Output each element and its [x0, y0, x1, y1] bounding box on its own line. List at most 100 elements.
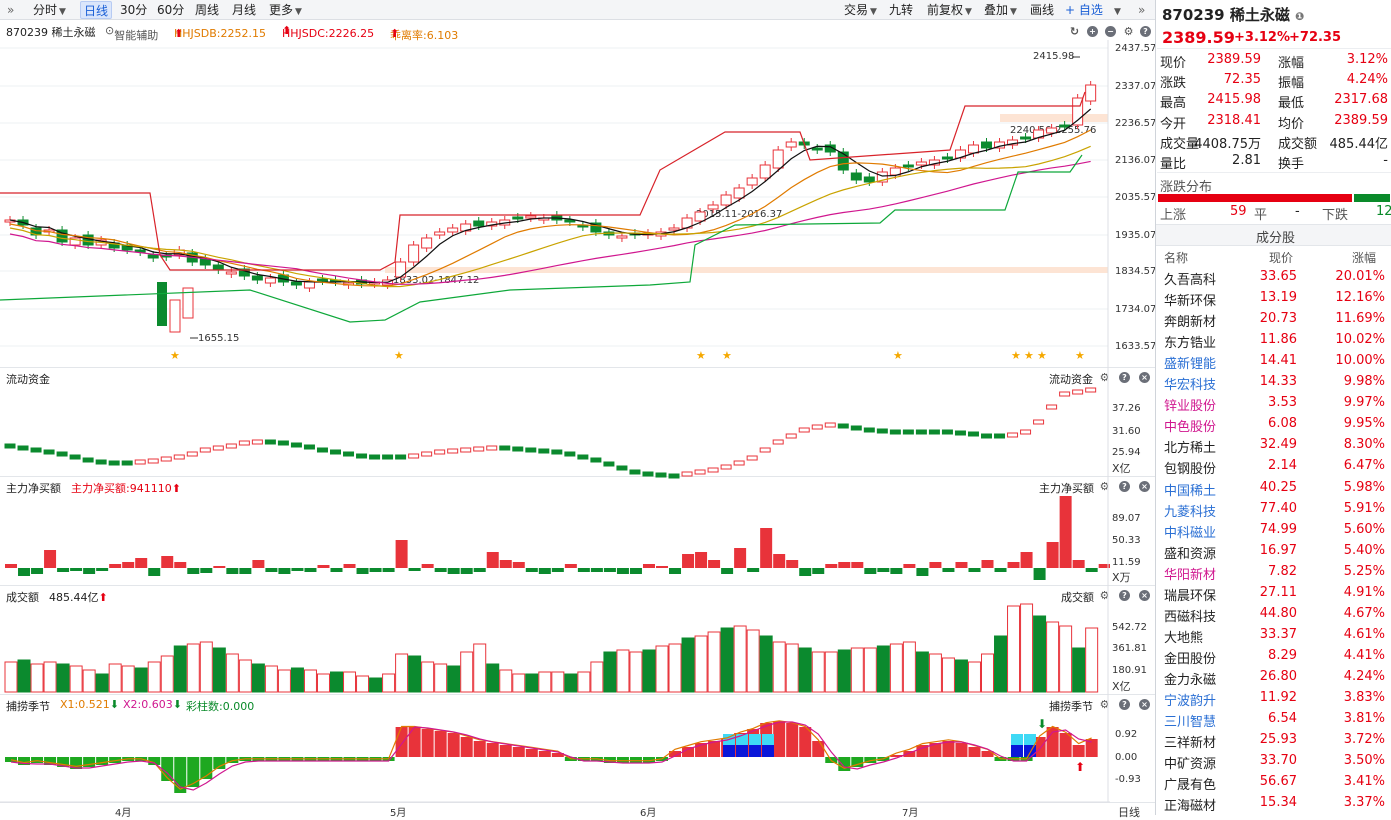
col-change[interactable]: 涨幅: [1352, 251, 1377, 265]
season-bar: [408, 727, 421, 757]
expand-icon[interactable]: »: [1138, 3, 1146, 17]
component-name[interactable]: 华宏科技: [1164, 378, 1217, 394]
flow-bar: [121, 460, 133, 466]
tab-more[interactable]: 更多 ▼: [269, 3, 302, 17]
component-name[interactable]: 西磁科技: [1164, 609, 1217, 625]
component-name[interactable]: 三川智慧: [1164, 715, 1217, 731]
turnover-settings-icon[interactable]: ⚙: [1099, 589, 1110, 602]
tab-daily[interactable]: 日线: [80, 1, 113, 19]
tab-60min[interactable]: 60分: [157, 3, 185, 17]
tab-weekly[interactable]: 周线: [195, 3, 220, 17]
component-name[interactable]: 盛和资源: [1164, 546, 1217, 562]
component-name[interactable]: 华新环保: [1164, 294, 1217, 310]
main-net-help-icon[interactable]: ?: [1119, 481, 1130, 492]
component-name[interactable]: 盛新锂能: [1164, 357, 1217, 373]
field-value: 3.12%: [1346, 52, 1388, 67]
season-settings-icon[interactable]: ⚙: [1099, 698, 1110, 711]
net-bar: [356, 568, 369, 574]
flow-panel[interactable]: [0, 368, 1155, 477]
component-name[interactable]: 正海磁材: [1164, 799, 1217, 815]
turnover-panel[interactable]: [0, 586, 1155, 695]
season-close-icon[interactable]: ×: [1139, 699, 1150, 710]
adjust-menu[interactable]: 前复权 ▼: [927, 3, 972, 17]
draw-button[interactable]: 画线: [1030, 3, 1055, 17]
flow-close-icon[interactable]: ×: [1139, 372, 1150, 383]
watchlist-dropdown-icon[interactable]: ▼: [1114, 7, 1121, 17]
component-name[interactable]: 广晟有色: [1164, 778, 1217, 794]
turnover-help-icon[interactable]: ?: [1119, 590, 1130, 601]
zoom-out-icon[interactable]: −: [1105, 26, 1116, 37]
y-tick: 2437.57: [1115, 43, 1157, 54]
component-name[interactable]: 金力永磁: [1164, 672, 1217, 688]
field-label: 最高: [1160, 96, 1187, 112]
y-tick: 1633.57: [1115, 341, 1157, 352]
tab-monthly[interactable]: 月线: [232, 3, 257, 17]
tab-intraday[interactable]: 分时 ▼: [33, 3, 66, 17]
season-help-icon[interactable]: ?: [1119, 699, 1130, 710]
component-change: 5.25%: [1343, 563, 1385, 579]
component-price: 20.73: [1259, 311, 1297, 327]
component-name[interactable]: 中色股份: [1164, 420, 1217, 436]
turnover-bar: [486, 663, 500, 693]
candle: [169, 299, 181, 333]
turnover-bar: [264, 665, 278, 693]
component-name[interactable]: 中科磁业: [1164, 525, 1217, 541]
flow-bar: [499, 445, 511, 451]
component-name[interactable]: 华阳新材: [1164, 567, 1217, 583]
overlay-menu[interactable]: 叠加 ▼: [984, 3, 1017, 17]
season-bar: [955, 743, 968, 757]
component-name[interactable]: 三祥新材: [1164, 736, 1217, 752]
settings-icon[interactable]: ⚙: [1123, 25, 1134, 38]
net-bar: [70, 568, 83, 571]
nine-turn-button[interactable]: 九转: [889, 3, 914, 17]
flow-bar: [941, 429, 953, 435]
chart-canvas[interactable]: ★ ★ ★ ★ ★ ★ ★ ★ ★⬇⬆: [0, 0, 1110, 815]
component-name[interactable]: 北方稀土: [1164, 441, 1217, 457]
net-bar: [434, 568, 447, 572]
range-annotation: 2015.11-2016.37: [696, 209, 783, 220]
refresh-icon[interactable]: ↻: [1069, 25, 1080, 38]
flow-settings-icon[interactable]: ⚙: [1099, 371, 1110, 384]
net-bar: [942, 568, 955, 572]
main-net-right-title: 主力净买额: [1039, 482, 1094, 495]
flow-bar: [303, 444, 315, 450]
high-annotation: 2415.98: [1033, 51, 1075, 62]
component-name[interactable]: 锌业股份: [1164, 399, 1217, 415]
component-name[interactable]: 九菱科技: [1164, 504, 1217, 520]
component-price: 33.37: [1259, 626, 1297, 642]
component-name[interactable]: 奔朗新材: [1164, 315, 1217, 331]
component-name[interactable]: 中矿资源: [1164, 757, 1217, 773]
component-name[interactable]: 久吾高科: [1164, 273, 1217, 288]
candle: [746, 177, 758, 186]
component-name[interactable]: 包钢股份: [1164, 462, 1217, 478]
component-name[interactable]: 瑞晨环保: [1164, 588, 1217, 604]
candle: [1059, 124, 1071, 128]
net-bar: [968, 568, 981, 572]
component-name[interactable]: 大地熊: [1164, 630, 1204, 646]
collapse-icon[interactable]: »: [7, 3, 15, 17]
tab-30min[interactable]: 30分: [120, 3, 148, 17]
flow-help-icon[interactable]: ?: [1119, 372, 1130, 383]
component-name[interactable]: 东方锆业: [1164, 336, 1217, 352]
zoom-in-icon[interactable]: +: [1087, 26, 1098, 37]
add-watchlist-button[interactable]: + 自选: [1065, 3, 1103, 17]
candle: [616, 235, 628, 239]
smart-assist-toggle[interactable]: ⊙ 智能辅助: [105, 24, 159, 42]
kline-panel[interactable]: [0, 40, 1155, 368]
main-net-close-icon[interactable]: ×: [1139, 481, 1150, 492]
main-net-panel[interactable]: [0, 477, 1155, 586]
turnover-bar: [1059, 625, 1073, 693]
component-name[interactable]: 金田股份: [1164, 651, 1217, 667]
component-name[interactable]: 宁波韵升: [1164, 694, 1217, 709]
trade-menu[interactable]: 交易 ▼: [844, 3, 877, 17]
col-price[interactable]: 现价: [1269, 251, 1294, 265]
col-name[interactable]: 名称: [1164, 251, 1189, 265]
help-icon[interactable]: ?: [1140, 26, 1151, 37]
net-bar: [955, 562, 968, 568]
main-net-settings-icon[interactable]: ⚙: [1099, 480, 1110, 493]
net-bar: [1007, 562, 1020, 568]
component-name[interactable]: 中国稀土: [1164, 483, 1217, 499]
turnover-bar: [30, 663, 44, 693]
turnover-close-icon[interactable]: ×: [1139, 590, 1150, 601]
turnover-bar: [369, 677, 383, 693]
